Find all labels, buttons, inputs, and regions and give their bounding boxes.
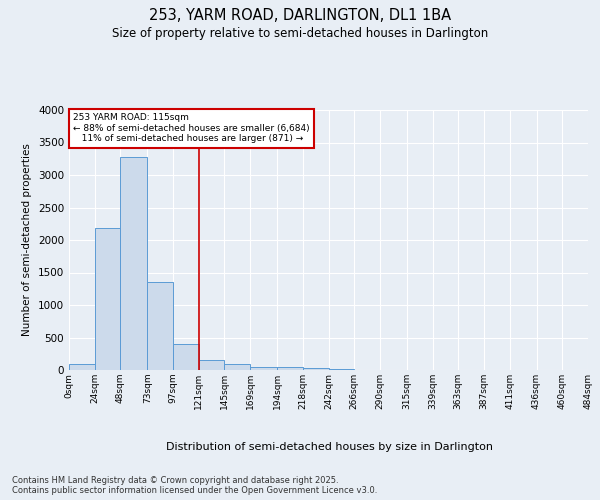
Text: 253, YARM ROAD, DARLINGTON, DL1 1BA: 253, YARM ROAD, DARLINGTON, DL1 1BA — [149, 8, 451, 22]
Bar — [250, 367, 277, 370]
Text: Distribution of semi-detached houses by size in Darlington: Distribution of semi-detached houses by … — [167, 442, 493, 452]
Text: Size of property relative to semi-detached houses in Darlington: Size of property relative to semi-detach… — [112, 28, 488, 40]
Y-axis label: Number of semi-detached properties: Number of semi-detached properties — [22, 144, 32, 336]
Bar — [147, 282, 173, 370]
Bar — [69, 364, 95, 370]
Bar — [329, 368, 354, 370]
Bar — [277, 367, 303, 370]
Bar — [303, 368, 329, 370]
Bar — [173, 344, 199, 370]
Bar — [95, 228, 121, 370]
Bar — [199, 360, 224, 370]
Text: 253 YARM ROAD: 115sqm
← 88% of semi-detached houses are smaller (6,684)
   11% o: 253 YARM ROAD: 115sqm ← 88% of semi-deta… — [73, 114, 310, 143]
Text: Contains HM Land Registry data © Crown copyright and database right 2025.
Contai: Contains HM Land Registry data © Crown c… — [12, 476, 377, 495]
Bar — [121, 157, 147, 370]
Bar — [224, 364, 250, 370]
